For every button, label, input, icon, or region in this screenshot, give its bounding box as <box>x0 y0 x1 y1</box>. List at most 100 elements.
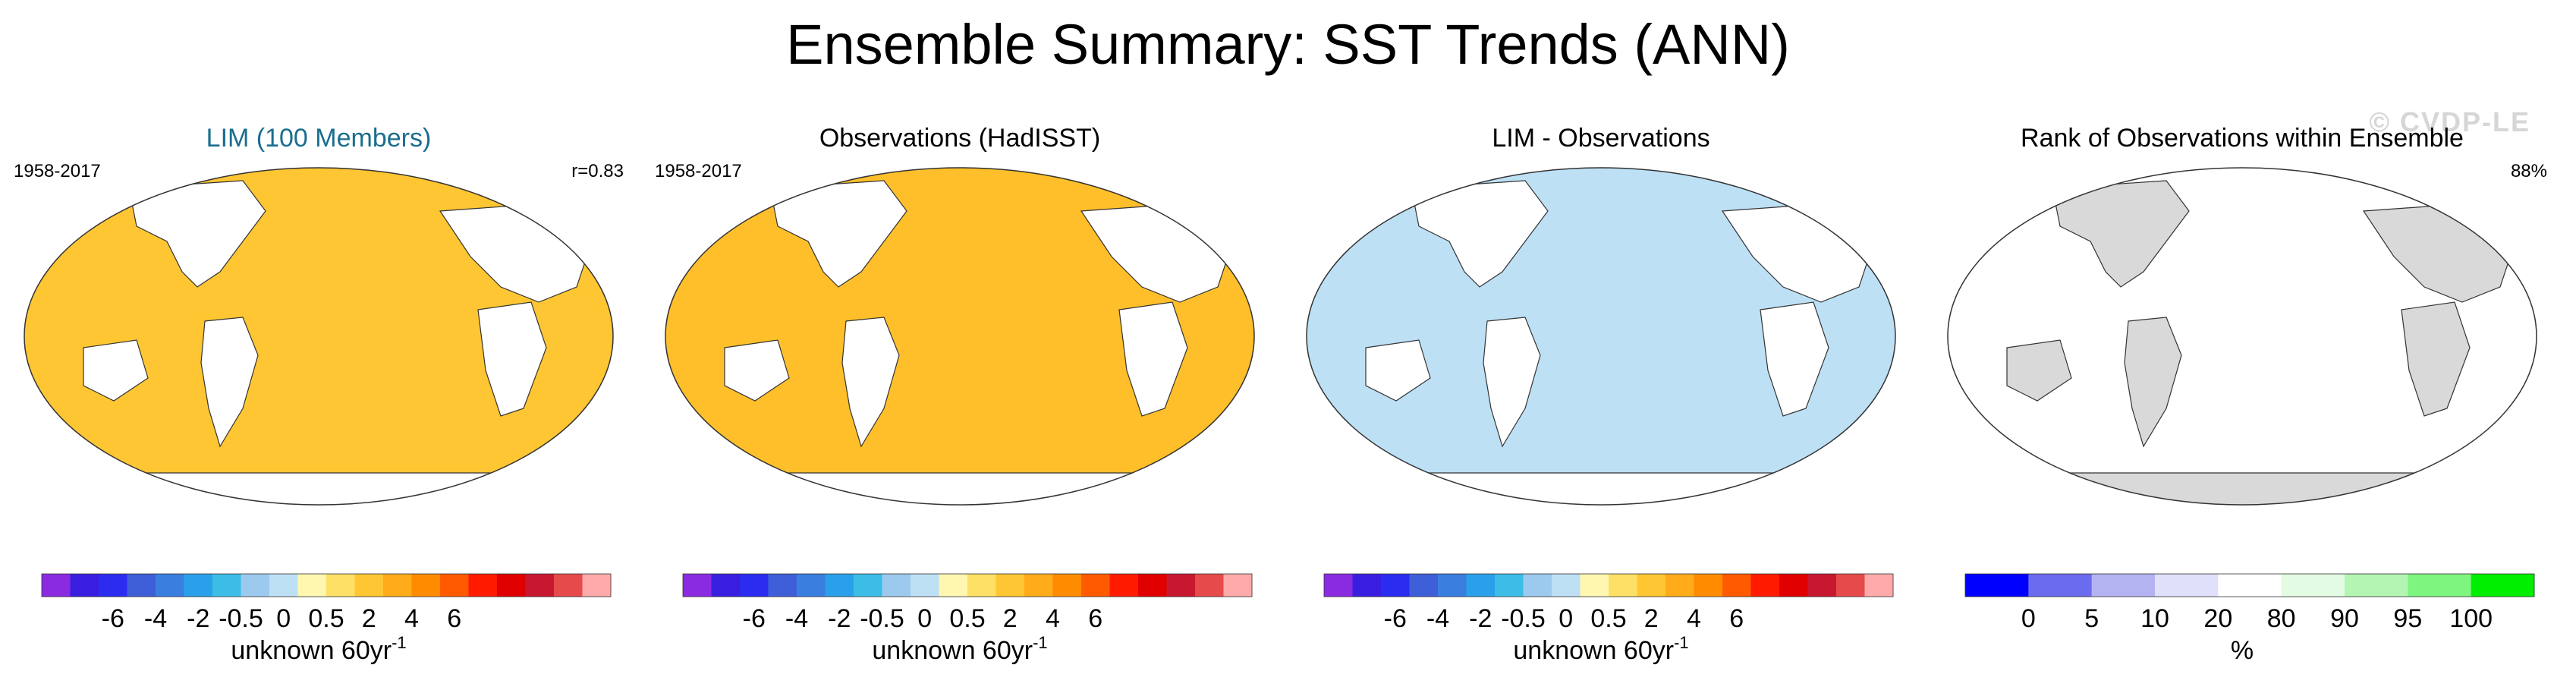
colorbar: 0 5 10 20 80 90 95 100% <box>1964 573 2535 665</box>
colorbar-swatch <box>2155 574 2219 597</box>
panel-rank-percent-label: 88% <box>2510 161 2547 181</box>
panel-title: Observations (HadISST) <box>819 124 1101 153</box>
colorbar-tick-label: 0.5 <box>949 604 985 633</box>
colorbar-swatch <box>42 574 71 597</box>
colorbar-swatch <box>911 574 939 597</box>
land-mask <box>769 180 907 288</box>
colorbar-swatch <box>1609 574 1637 597</box>
panel-title: LIM (100 Members) <box>206 124 432 153</box>
colorbar-tick-label: 20 <box>2203 604 2232 633</box>
colorbar-swatch <box>411 574 441 597</box>
colorbar-tick-label: -2 <box>828 604 851 633</box>
colorbar-swatch <box>497 574 526 597</box>
colorbar-tick-label: 4 <box>1046 604 1060 633</box>
colorbar: -6 -4 -2 -0.5 0 0.5 2 4 6 unknown 60yr-1 <box>1323 573 1894 665</box>
global-map <box>24 167 614 506</box>
colorbar-swatch <box>1466 574 1496 597</box>
colorbar-swatch <box>525 574 555 597</box>
colorbar-swatch <box>825 574 854 597</box>
colorbar-tick-label: 100 <box>2449 604 2493 633</box>
colorbar: -6 -4 -2 -0.5 0 0.5 2 4 6 unknown 60yr-1 <box>682 573 1253 665</box>
colorbar-swatch <box>1965 574 2029 597</box>
land-mask <box>477 301 547 417</box>
colorbar-swatch <box>1195 574 1224 597</box>
colorbar-swatch <box>70 574 99 597</box>
colorbar-swatch <box>1409 574 1439 597</box>
colorbar-unit-label: unknown 60yr-1 <box>231 633 406 665</box>
land-mask <box>841 317 900 448</box>
panel-period-label: 1958-2017 <box>655 161 742 181</box>
colorbar-swatch <box>967 574 996 597</box>
colorbar-tick-label: -2 <box>1469 604 1492 633</box>
colorbar-swatch <box>1324 574 1353 597</box>
colorbar-swatch <box>99 574 127 597</box>
land-mask <box>2006 339 2072 402</box>
land-mask <box>2052 180 2190 288</box>
colorbar-swatch <box>554 574 583 597</box>
land-mask <box>83 339 149 402</box>
colorbar-tick-label: 2 <box>362 604 376 633</box>
colorbar-swatch <box>156 574 184 597</box>
land-mask <box>128 180 266 288</box>
colorbar-tick-label: 6 <box>1088 604 1102 633</box>
colorbar: -6 -4 -2 -0.5 0 0.5 2 4 6 unknown 60yr-1 <box>41 573 612 665</box>
panel-rank-of-observations: Rank of Observations within Ensemble 88%… <box>1923 114 2561 676</box>
land-mask <box>1411 180 1549 288</box>
map-outline <box>1947 167 2537 506</box>
colorbar-swatch <box>2091 574 2156 597</box>
colorbar-tick-label: 0 <box>276 604 291 633</box>
land-mask <box>200 317 259 448</box>
colorbar-swatch <box>468 574 498 597</box>
panel-correlation-label: r=0.83 <box>571 161 624 181</box>
colorbar-swatch <box>2281 574 2345 597</box>
colorbar-swatch <box>1024 574 1053 597</box>
colorbar-tick-label: -0.5 <box>219 604 263 633</box>
colorbar-swatch <box>1495 574 1524 597</box>
colorbar-swatch <box>939 574 968 597</box>
panel-title: LIM - Observations <box>1492 124 1710 153</box>
colorbar-swatch <box>1081 574 1110 597</box>
land-mask <box>1948 472 2537 505</box>
colorbar-swatch <box>1694 574 1723 597</box>
watermark: © CVDP-LE <box>2369 106 2530 137</box>
panel-title: Rank of Observations within Ensemble <box>2021 124 2464 153</box>
colorbar-tick-label: 6 <box>447 604 461 633</box>
map-outline <box>665 167 1255 506</box>
colorbar-swatch <box>1864 574 1894 597</box>
colorbar-swatch <box>768 574 797 597</box>
colorbar-swatch <box>440 574 469 597</box>
colorbar-swatch <box>184 574 213 597</box>
colorbar-tick-label: 0 <box>2021 604 2036 633</box>
colorbar-swatch <box>1052 574 1082 597</box>
colorbar-swatch <box>269 574 298 597</box>
colorbar-tick-label: -4 <box>144 604 167 633</box>
colorbar-swatch <box>1580 574 1609 597</box>
panel-lim-minus-observations: LIM - Observations -6 -4 -2 -0.5 0 0.5 2 4 6 unkn… <box>1282 114 1920 676</box>
colorbar-tick-label: 95 <box>2393 604 2422 633</box>
colorbar-tick-label: 10 <box>2140 604 2169 633</box>
map-outline <box>24 167 614 506</box>
colorbar-swatch <box>1138 574 1167 597</box>
colorbar-tick-label: 2 <box>1644 604 1659 633</box>
colorbar-swatch <box>1779 574 1808 597</box>
colorbar-tick-label: 0.5 <box>1590 604 1626 633</box>
colorbar-tick-label: 4 <box>1687 604 1701 633</box>
colorbar-tick-label: 6 <box>1729 604 1744 633</box>
colorbar-tick-label: -0.5 <box>860 604 904 633</box>
colorbar-tick-label: 2 <box>1003 604 1018 633</box>
colorbar-swatch <box>2408 574 2472 597</box>
colorbar-swatch <box>740 574 769 597</box>
colorbar-swatch <box>995 574 1025 597</box>
colorbar-tick-label: -0.5 <box>1501 604 1546 633</box>
colorbar-swatch <box>1750 574 1780 597</box>
colorbar-swatch <box>127 574 156 597</box>
colorbar-swatch <box>1438 574 1467 597</box>
colorbar-swatch <box>2028 574 2093 597</box>
colorbar-swatch <box>1223 574 1253 597</box>
colorbar-unit-label: unknown 60yr-1 <box>872 633 1047 665</box>
colorbar-tick-label: 0 <box>917 604 932 633</box>
colorbar-swatch <box>797 574 826 597</box>
colorbar-tick-label: -6 <box>1384 604 1407 633</box>
colorbar-swatch <box>1807 574 1837 597</box>
colorbar-unit-label: % <box>2231 636 2254 665</box>
